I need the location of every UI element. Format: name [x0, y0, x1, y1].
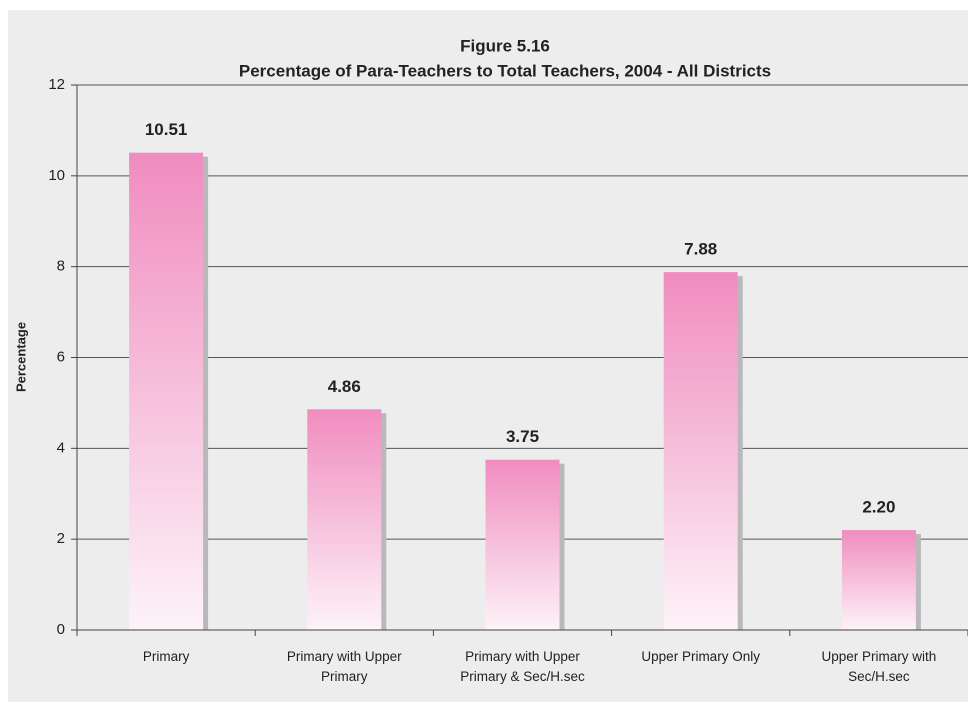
- value-label: 2.20: [862, 498, 895, 517]
- value-label: 4.86: [328, 377, 361, 396]
- y-tick-label: 6: [57, 348, 65, 365]
- y-tick-label: 10: [48, 167, 65, 184]
- x-tick-label: Upper Primary Only: [641, 649, 760, 664]
- x-tick-line: Primary: [321, 669, 368, 684]
- value-label: 10.51: [145, 120, 188, 139]
- value-label: 7.88: [684, 240, 717, 259]
- x-tick-label: Primary with Upper Primary & Sec/H.sec: [460, 649, 585, 684]
- y-tick-label: 0: [57, 621, 65, 638]
- bar: [663, 272, 738, 630]
- x-tick-label: Primary: [143, 649, 190, 664]
- chart-subtitle: Percentage of Para-Teachers to Total Tea…: [239, 61, 771, 80]
- x-tick-line: Primary: [143, 649, 190, 664]
- x-tick-line: Sec/H.sec: [848, 669, 910, 684]
- y-tick-label: 12: [48, 76, 65, 93]
- bar: [307, 409, 382, 630]
- x-tick-label: Primary with Upper Primary: [287, 649, 402, 684]
- y-axis-label: Percentage: [13, 322, 28, 392]
- x-tick-line: Primary with Upper: [287, 649, 402, 664]
- x-tick-line: Primary with Upper: [465, 649, 580, 664]
- y-tick-label: 4: [57, 439, 65, 456]
- bar: [841, 530, 916, 630]
- y-tick-label: 8: [57, 258, 65, 275]
- chart-title: Figure 5.16: [460, 36, 550, 55]
- bar: [129, 152, 204, 630]
- y-tick-label: 2: [57, 530, 65, 547]
- x-tick-label: Upper Primary with Sec/H.sec: [822, 649, 937, 684]
- value-label: 3.75: [506, 427, 539, 446]
- x-tick-line: Upper Primary Only: [641, 649, 760, 664]
- bar: [485, 459, 560, 630]
- x-tick-line: Upper Primary with: [822, 649, 937, 664]
- x-tick-line: Primary & Sec/H.sec: [460, 669, 585, 684]
